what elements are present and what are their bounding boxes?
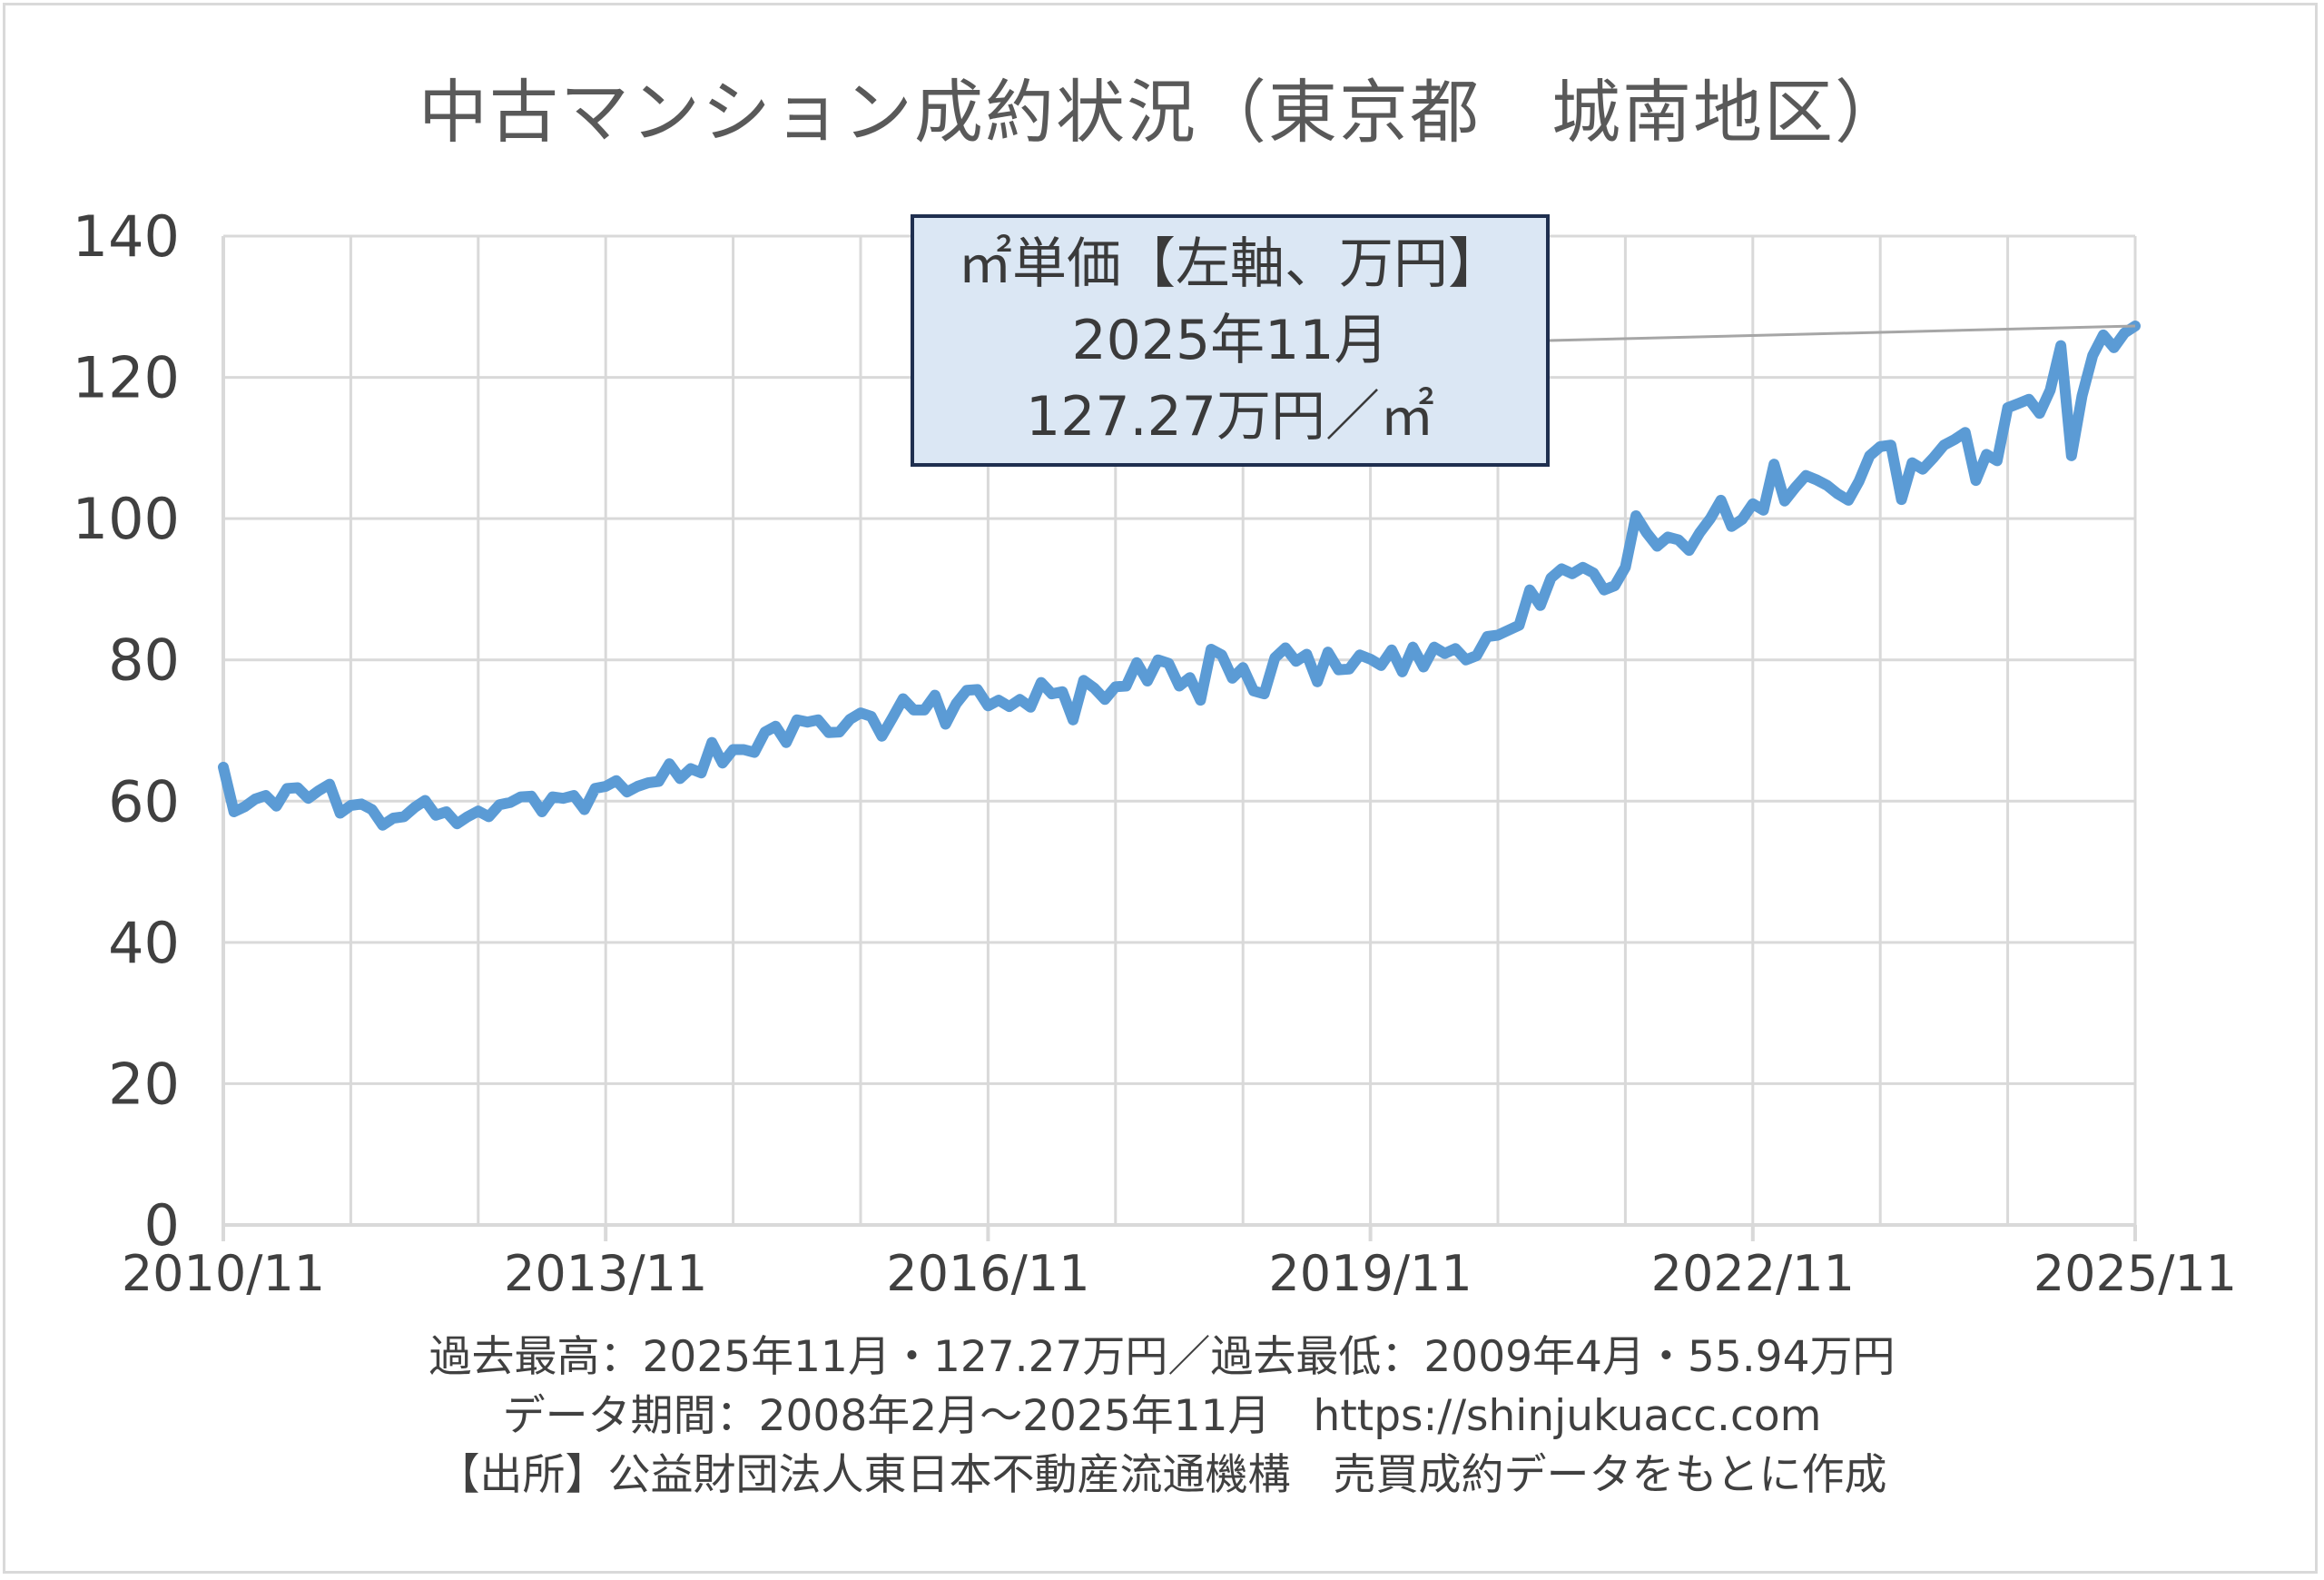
y-tick-label: 20 xyxy=(108,1051,180,1117)
y-tick-label: 120 xyxy=(73,345,180,411)
x-tick-labels: 2010/11 2013/11 2016/11 2019/11 2022/11 2025/… xyxy=(122,1245,2237,1302)
series-line xyxy=(218,321,2141,831)
y-tick-label: 100 xyxy=(73,486,180,552)
chart-title: 中古マンション成約状況（東京都 城南地区） xyxy=(419,72,1905,153)
footer-record-high-low: 過去最高：2025年11月・127.27万円／過去最低：2009年4月・55.9… xyxy=(428,1332,1896,1382)
y-tick-label: 0 xyxy=(144,1192,180,1259)
y-tick-label: 40 xyxy=(108,910,180,976)
series xyxy=(218,321,2141,831)
callout-leader xyxy=(1549,324,2136,342)
x-tick-label: 2019/11 xyxy=(1268,1245,1472,1302)
x-tick-label: 2025/11 xyxy=(2034,1245,2237,1302)
callout-label: ㎡単価【左軸、万円】 xyxy=(958,232,1502,296)
callout-date: 2025年11月 xyxy=(1071,309,1389,372)
data-callout: ㎡単価【左軸、万円】 2025年11月 127.27万円／㎡ xyxy=(911,214,1550,467)
footer-data-period: データ期間：2008年2月～2025年11月 https://shinjukua… xyxy=(502,1391,1822,1441)
x-tick-label: 2013/11 xyxy=(504,1245,707,1302)
axes xyxy=(222,236,2137,1241)
footer-source: 【出所】公益財団法人東日本不動産流通機構 売買成約データをもとに作成 xyxy=(437,1450,1887,1500)
y-tick-label: 140 xyxy=(73,203,180,270)
y-tick-label: 60 xyxy=(108,768,180,834)
leader-line xyxy=(1549,324,2136,342)
y-tick-labels: 0 20 40 60 80 100 120 140 xyxy=(73,203,180,1259)
x-tick-label: 2022/11 xyxy=(1651,1245,1855,1302)
y-tick-label: 80 xyxy=(108,627,180,694)
callout-value: 127.27万円／㎡ xyxy=(1026,385,1434,449)
x-tick-label: 2010/11 xyxy=(122,1245,325,1302)
x-tick-label: 2016/11 xyxy=(886,1245,1089,1302)
